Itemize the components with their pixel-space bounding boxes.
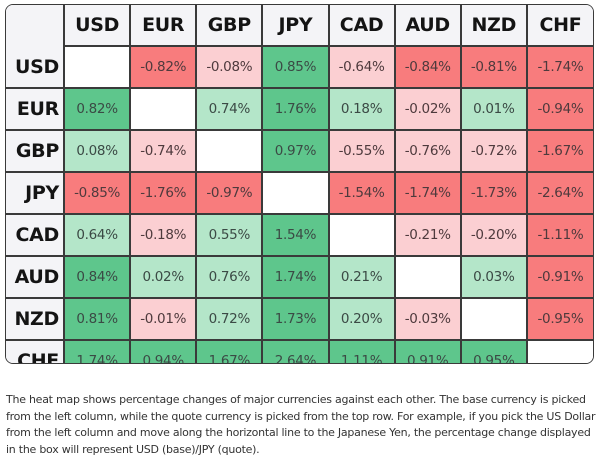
heatmap-cell-aud-eur: 0.02% xyxy=(129,255,198,299)
column-header-gbp: GBP xyxy=(195,5,264,46)
heatmap-caption: The heat map shows percentage changes of… xyxy=(6,393,596,456)
heatmap-cell-nzd-jpy: 1.73% xyxy=(261,297,330,341)
heatmap-frame: USD EUR GBP JPY CAD AUD NZD CHF USD -0.82% -0.08%… xyxy=(5,4,594,364)
heatmap-cell-cad-gbp: 0.55% xyxy=(195,213,264,257)
heatmap-cell-eur-cad: 0.18% xyxy=(327,87,396,131)
heatmap-row-chf: CHF 1.74% 0.94% 1.67% 2.64% 1.11% 0.91% 0.95% xyxy=(6,339,593,363)
column-header-eur: EUR xyxy=(129,5,198,46)
row-header-nzd: NZD xyxy=(6,297,65,341)
column-header-jpy: JPY xyxy=(261,5,330,46)
heatmap-cell-jpy-nzd: -1.73% xyxy=(459,171,528,215)
heatmap-cell-cad-chf: -1.11% xyxy=(525,213,593,257)
heatmap-row-jpy: JPY -0.85% -1.76% -0.97% -1.54% -1.74% -1.73% -… xyxy=(6,171,593,215)
heatmap-row-eur: EUR 0.82% 0.74% 1.76% 0.18% -0.02% 0.01% -0.94% xyxy=(6,87,593,131)
row-header-eur: EUR xyxy=(6,87,65,131)
heatmap-cell-nzd-gbp: 0.72% xyxy=(195,297,264,341)
heatmap-cell-nzd-chf: -0.95% xyxy=(525,297,593,341)
heatmap-cell-gbp-nzd: -0.72% xyxy=(459,129,528,173)
heatmap-cell-chf-eur: 0.94% xyxy=(129,339,198,363)
heatmap-cell-chf-chf xyxy=(525,339,593,363)
column-header-aud: AUD xyxy=(393,5,462,46)
column-header-nzd: NZD xyxy=(459,5,528,46)
heatmap-cell-eur-gbp: 0.74% xyxy=(195,87,264,131)
column-header-usd: USD xyxy=(62,5,132,46)
row-header-aud: AUD xyxy=(6,255,65,299)
heatmap-cell-cad-aud: -0.21% xyxy=(393,213,462,257)
heatmap-cell-jpy-aud: -1.74% xyxy=(393,171,462,215)
heatmap-cell-chf-cad: 1.11% xyxy=(327,339,396,363)
heatmap-cell-eur-aud: -0.02% xyxy=(393,87,462,131)
heatmap-row-aud: AUD 0.84% 0.02% 0.76% 1.74% 0.21% 0.03% -0.91% xyxy=(6,255,593,299)
heatmap-cell-aud-gbp: 0.76% xyxy=(195,255,264,299)
heatmap-cell-nzd-aud: -0.03% xyxy=(393,297,462,341)
heatmap-cell-aud-nzd: 0.03% xyxy=(459,255,528,299)
heatmap-cell-eur-usd: 0.82% xyxy=(62,87,132,131)
heatmap-cell-eur-nzd: 0.01% xyxy=(459,87,528,131)
row-header-jpy: JPY xyxy=(6,171,65,215)
heatmap-cell-usd-gbp: -0.08% xyxy=(195,45,264,89)
heatmap-cell-eur-jpy: 1.76% xyxy=(261,87,330,131)
heatmap-cell-jpy-eur: -1.76% xyxy=(129,171,198,215)
header-row: USD EUR GBP JPY CAD AUD NZD CHF xyxy=(6,5,593,46)
heatmap-cell-nzd-cad: 0.20% xyxy=(327,297,396,341)
corner-cell xyxy=(6,5,65,46)
heatmap-cell-jpy-usd: -0.85% xyxy=(62,171,132,215)
heatmap-cell-usd-aud: -0.84% xyxy=(393,45,462,89)
heatmap-cell-chf-jpy: 2.64% xyxy=(261,339,330,363)
heatmap-row-usd: USD -0.82% -0.08% 0.85% -0.64% -0.84% -0.81% -1… xyxy=(6,45,593,89)
heatmap-cell-cad-eur: -0.18% xyxy=(129,213,198,257)
row-header-usd: USD xyxy=(6,46,65,89)
heatmap-cell-aud-usd: 0.84% xyxy=(62,255,132,299)
heatmap-cell-gbp-cad: -0.55% xyxy=(327,129,396,173)
heatmap-cell-jpy-gbp: -0.97% xyxy=(195,171,264,215)
heatmap-cell-eur-eur xyxy=(129,87,198,131)
heatmap-cell-cad-usd: 0.64% xyxy=(62,213,132,257)
heatmap-cell-cad-jpy: 1.54% xyxy=(261,213,330,257)
row-header-gbp: GBP xyxy=(6,129,65,173)
heatmap-cell-gbp-jpy: 0.97% xyxy=(261,129,330,173)
heatmap-cell-cad-cad xyxy=(327,213,396,257)
heatmap-cell-gbp-aud: -0.76% xyxy=(393,129,462,173)
heatmap-row-nzd: NZD 0.81% -0.01% 0.72% 1.73% 0.20% -0.03% -0.95… xyxy=(6,297,593,341)
column-header-cad: CAD xyxy=(327,5,396,46)
heatmap-cell-aud-jpy: 1.74% xyxy=(261,255,330,299)
row-header-chf: CHF xyxy=(6,339,65,363)
heatmap-cell-usd-cad: -0.64% xyxy=(327,45,396,89)
heatmap-cell-eur-chf: -0.94% xyxy=(525,87,593,131)
heatmap-body: USD -0.82% -0.08% 0.85% -0.64% -0.84% -0.81% -1… xyxy=(6,45,593,363)
heatmap-cell-cad-nzd: -0.20% xyxy=(459,213,528,257)
heatmap-cell-aud-chf: -0.91% xyxy=(525,255,593,299)
heatmap-cell-chf-nzd: 0.95% xyxy=(459,339,528,363)
column-header-chf: CHF xyxy=(525,5,593,46)
heatmap-cell-jpy-jpy xyxy=(261,171,330,215)
heatmap-cell-aud-aud xyxy=(393,255,462,299)
heatmap-cell-chf-gbp: 1.67% xyxy=(195,339,264,363)
heatmap-cell-jpy-chf: -2.64% xyxy=(525,171,593,215)
heatmap-cell-usd-usd xyxy=(62,45,132,89)
heatmap-cell-usd-nzd: -0.81% xyxy=(459,45,528,89)
heatmap-cell-chf-aud: 0.91% xyxy=(393,339,462,363)
row-header-cad: CAD xyxy=(6,213,65,257)
heatmap-cell-usd-jpy: 0.85% xyxy=(261,45,330,89)
heatmap-cell-jpy-cad: -1.54% xyxy=(327,171,396,215)
heatmap-row-gbp: GBP 0.08% -0.74% 0.97% -0.55% -0.76% -0.72% -1.… xyxy=(6,129,593,173)
heatmap-cell-chf-usd: 1.74% xyxy=(62,339,132,363)
heatmap-cell-aud-cad: 0.21% xyxy=(327,255,396,299)
heatmap-cell-gbp-chf: -1.67% xyxy=(525,129,593,173)
heatmap-row-cad: CAD 0.64% -0.18% 0.55% 1.54% -0.21% -0.20% -1.1… xyxy=(6,213,593,257)
heatmap-cell-nzd-nzd xyxy=(459,297,528,341)
heatmap-cell-nzd-usd: 0.81% xyxy=(62,297,132,341)
heatmap-cell-usd-eur: -0.82% xyxy=(129,45,198,89)
heatmap-cell-usd-chf: -1.74% xyxy=(525,45,593,89)
heatmap-cell-gbp-eur: -0.74% xyxy=(129,129,198,173)
heatmap-cell-nzd-eur: -0.01% xyxy=(129,297,198,341)
currency-heatmap: USD EUR GBP JPY CAD AUD NZD CHF USD -0.82% -0.08%… xyxy=(6,5,593,363)
heatmap-cell-gbp-usd: 0.08% xyxy=(62,129,132,173)
heatmap-cell-gbp-gbp xyxy=(195,129,264,173)
